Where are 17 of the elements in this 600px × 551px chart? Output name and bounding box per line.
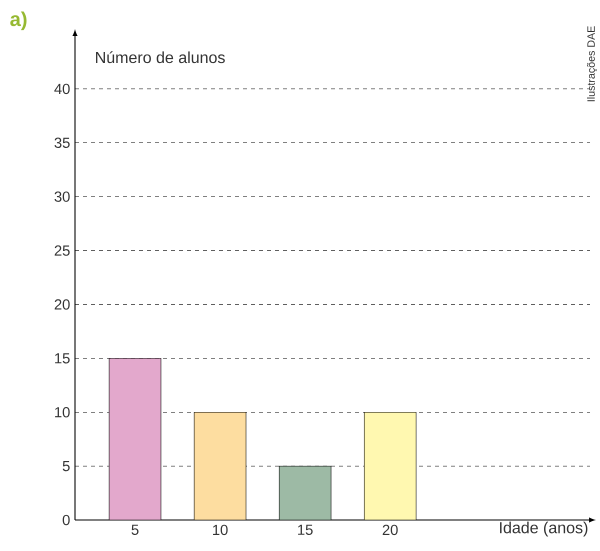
x-tick-label: 10 [213,524,228,536]
y-tick-label: 35 [54,138,70,148]
x-tick-label: 20 [382,524,398,536]
y-tick-label: 10 [55,407,70,418]
y-tick-label: 30 [54,191,70,202]
y-tick-label: 20 [54,299,70,310]
text: a) [10,12,26,30]
y-tick-label: 40 [54,84,70,94]
x-tick-label: 5 [132,524,138,535]
x-tick-label: 15 [298,524,313,535]
x-axis-title: Idade (anos) [500,522,588,536]
y-tick-label: 0 [62,514,70,526]
y-tick-label: 15 [55,353,70,364]
y-tick-label: 5 [62,461,70,472]
text: Ilustrações DAE [587,26,597,102]
y-axis-title: Número de alunos [96,51,225,64]
y-tick-label: 25 [54,245,70,256]
